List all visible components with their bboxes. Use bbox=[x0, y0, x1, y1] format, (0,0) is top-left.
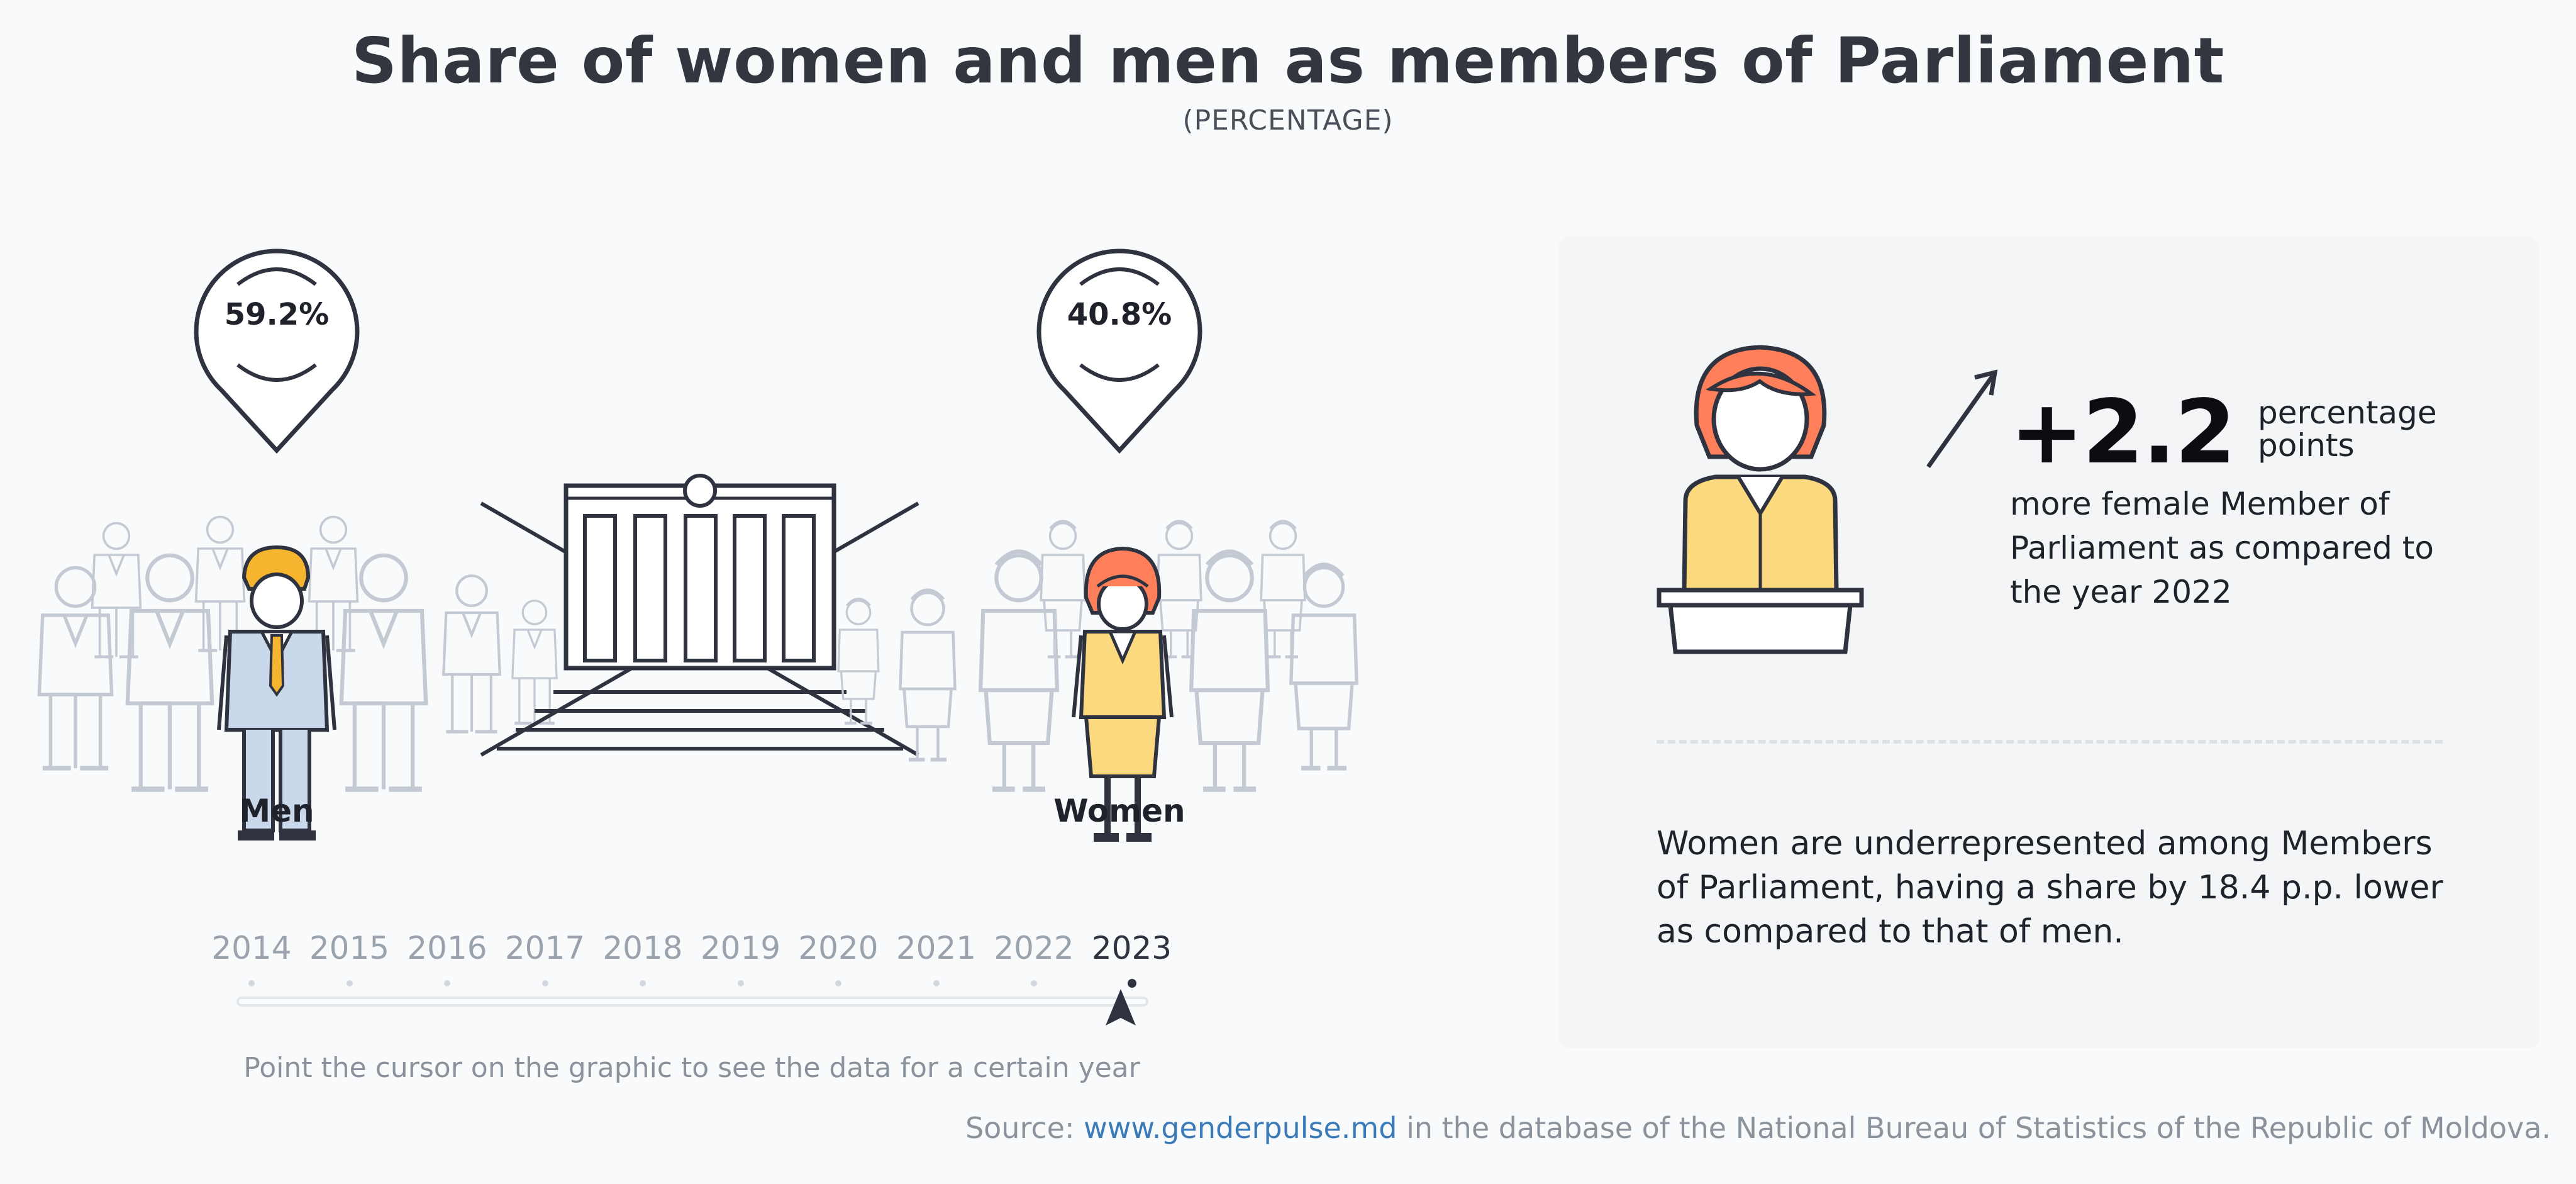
scene-illustration bbox=[0, 474, 1415, 842]
timeline-dot-2020[interactable] bbox=[835, 980, 841, 986]
men-label: Men bbox=[239, 793, 314, 829]
timeline-year-2022[interactable]: 2022 bbox=[994, 930, 1074, 966]
timeline-year-2018[interactable]: 2018 bbox=[602, 930, 683, 966]
parliament-scene[interactable]: 59.2% 40.8% Men Women bbox=[0, 214, 1415, 856]
source-prefix: Source: bbox=[965, 1111, 1075, 1145]
timeline-dot-2016[interactable] bbox=[444, 980, 450, 986]
timeline-year-2016[interactable]: 2016 bbox=[407, 930, 487, 966]
change-unit: percentage points bbox=[2258, 394, 2437, 464]
timeline-year-2021[interactable]: 2021 bbox=[896, 930, 977, 966]
timeline-year-2014[interactable]: 2014 bbox=[211, 930, 292, 966]
timeline-hint: Point the cursor on the graphic to see t… bbox=[243, 1052, 1140, 1084]
panel-divider bbox=[1657, 740, 2443, 744]
timeline-year-2019[interactable]: 2019 bbox=[700, 930, 781, 966]
timeline-dot-2014[interactable] bbox=[248, 980, 255, 986]
timeline-year-2017[interactable]: 2017 bbox=[504, 930, 586, 966]
speaker-podium-icon bbox=[1657, 345, 1864, 654]
panel-note: Women are underrepresented among Members… bbox=[1657, 825, 2443, 951]
page-title: Share of women and men as members of Par… bbox=[352, 24, 2224, 98]
timeline-dot-2019[interactable] bbox=[737, 980, 744, 986]
change-description: more female Member of Parliament as comp… bbox=[2010, 486, 2434, 610]
timeline-dot-2018[interactable] bbox=[640, 980, 646, 986]
arrow-up-icon bbox=[1926, 369, 1998, 469]
year-timeline[interactable]: 2014 2015 2016 2017 2018 2019 2020 2021 2022 2023 bbox=[211, 919, 1172, 1044]
women-share-value: 40.8% bbox=[1067, 297, 1172, 332]
women-label: Women bbox=[1053, 793, 1185, 829]
timeline-track[interactable] bbox=[236, 997, 1148, 1007]
timeline-year-2015[interactable]: 2015 bbox=[309, 930, 390, 966]
timeline-dot-2022[interactable] bbox=[1031, 980, 1037, 986]
summary-panel: +2.2 percentage points more female Membe… bbox=[1558, 237, 2540, 1048]
timeline-dot-2015[interactable] bbox=[346, 980, 353, 986]
timeline-dot-2023[interactable] bbox=[1127, 979, 1136, 988]
change-value: +2.2 bbox=[2010, 381, 2236, 484]
page-subtitle: (PERCENTAGE) bbox=[1182, 104, 1394, 137]
source-line: Source: www.genderpulse.md in the databa… bbox=[965, 1111, 2551, 1145]
timeline-year-2020[interactable]: 2020 bbox=[798, 930, 879, 966]
men-share-pin: 59.2% bbox=[189, 233, 365, 459]
timeline-cursor-icon[interactable] bbox=[1103, 986, 1138, 1030]
source-suffix: in the database of the National Bureau o… bbox=[1406, 1111, 2551, 1145]
woman-figure-icon bbox=[1072, 546, 1174, 842]
timeline-dot-2017[interactable] bbox=[541, 980, 548, 986]
source-link[interactable]: www.genderpulse.md bbox=[1084, 1111, 1397, 1145]
men-share-value: 59.2% bbox=[224, 297, 330, 332]
timeline-year-2023[interactable]: 2023 bbox=[1091, 930, 1172, 966]
women-share-pin: 40.8% bbox=[1031, 233, 1208, 459]
man-figure-icon bbox=[217, 545, 336, 841]
parliament-building-icon bbox=[480, 474, 919, 757]
map-pin-icon bbox=[1036, 249, 1202, 454]
timeline-dot-2021[interactable] bbox=[933, 980, 940, 986]
map-pin-icon bbox=[194, 249, 360, 454]
